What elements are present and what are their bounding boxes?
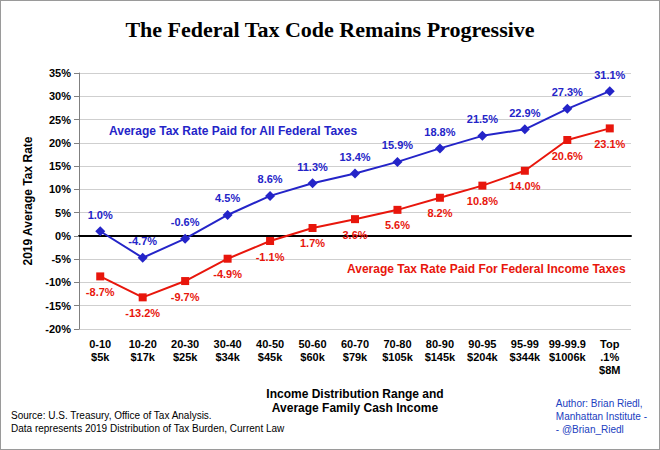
svg-text:31.1%: 31.1% (594, 69, 625, 81)
svg-text:2019 Average Tax Rate: 2019 Average Tax Rate (21, 136, 35, 265)
svg-text:-20%: -20% (45, 323, 71, 335)
svg-text:4.5%: 4.5% (215, 192, 240, 204)
svg-text:-5%: -5% (51, 253, 71, 265)
svg-text:$204k: $204k (467, 351, 498, 363)
svg-text:$344k: $344k (510, 351, 541, 363)
svg-text:1.7%: 1.7% (300, 237, 325, 249)
svg-text:99-99.9: 99-99.9 (549, 338, 586, 350)
svg-text:8.2%: 8.2% (427, 207, 452, 219)
svg-text:$79k: $79k (343, 351, 368, 363)
svg-text:-0.6%: -0.6% (171, 216, 200, 228)
svg-text:3.6%: 3.6% (342, 229, 367, 241)
svg-text:-4.9%: -4.9% (213, 268, 242, 280)
svg-text:11.3%: 11.3% (297, 161, 328, 173)
svg-text:35%: 35% (49, 67, 71, 79)
svg-text:21.5%: 21.5% (467, 113, 498, 125)
svg-text:20-30: 20-30 (171, 338, 199, 350)
svg-text:80-90: 80-90 (426, 338, 454, 350)
svg-text:$1006k: $1006k (549, 351, 587, 363)
svg-text:10-20: 10-20 (129, 338, 157, 350)
svg-text:60-70: 60-70 (341, 338, 369, 350)
svg-text:5.6%: 5.6% (385, 219, 410, 231)
svg-text:18.8%: 18.8% (424, 126, 455, 138)
svg-text:30%: 30% (49, 90, 71, 102)
svg-text:10%: 10% (49, 183, 71, 195)
svg-text:14.0%: 14.0% (509, 180, 540, 192)
svg-text:Income Distribution Range and: Income Distribution Range and (266, 387, 443, 401)
svg-text:1.0%: 1.0% (88, 209, 113, 221)
svg-text:$105k: $105k (382, 351, 413, 363)
svg-text:Source: U.S. Treasury, Office: Source: U.S. Treasury, Office of Tax Ana… (11, 410, 212, 421)
svg-text:Average Family Cash Income: Average Family Cash Income (272, 401, 439, 415)
svg-text:Average Tax Rate Paid for All: Average Tax Rate Paid for All Federal Ta… (109, 124, 357, 138)
svg-text:22.9%: 22.9% (509, 107, 540, 119)
svg-text:20.6%: 20.6% (552, 150, 583, 162)
svg-text:$145k: $145k (425, 351, 456, 363)
svg-text:$25k: $25k (173, 351, 198, 363)
svg-text:$8M: $8M (599, 364, 620, 376)
svg-text:5%: 5% (55, 207, 71, 219)
svg-text:90-95: 90-95 (468, 338, 496, 350)
svg-text:Top: Top (600, 338, 620, 350)
svg-text:Manhattan Institute -: Manhattan Institute - (556, 411, 647, 422)
svg-text:-10%: -10% (45, 276, 71, 288)
svg-text:0-10: 0-10 (89, 338, 111, 350)
svg-text:$5k: $5k (91, 351, 110, 363)
svg-text:The Federal Tax Code Remains P: The Federal Tax Code Remains Progressive (125, 17, 534, 42)
svg-text:23.1%: 23.1% (594, 138, 625, 150)
svg-text:$17k: $17k (130, 351, 155, 363)
svg-text:25%: 25% (49, 114, 71, 126)
svg-text:70-80: 70-80 (383, 338, 411, 350)
svg-text:20%: 20% (49, 137, 71, 149)
svg-text:-13.2%: -13.2% (125, 307, 160, 319)
svg-text:-9.7%: -9.7% (171, 291, 200, 303)
svg-text:Data represents 2019 Distribut: Data represents 2019 Distribution of Tax… (11, 423, 285, 434)
svg-text:15.9%: 15.9% (382, 139, 413, 151)
svg-text:10.8%: 10.8% (467, 195, 498, 207)
svg-text:8.6%: 8.6% (258, 173, 283, 185)
svg-text:15%: 15% (49, 160, 71, 172)
svg-text:Author: Brian Riedl,: Author: Brian Riedl, (556, 398, 643, 409)
svg-text:50-60: 50-60 (298, 338, 326, 350)
svg-text:30-40: 30-40 (214, 338, 242, 350)
svg-text:13.4%: 13.4% (339, 151, 370, 163)
svg-text:95-99: 95-99 (511, 338, 539, 350)
svg-text:-1.1%: -1.1% (256, 251, 285, 263)
svg-text:Average Tax Rate Paid For Fede: Average Tax Rate Paid For Federal Income… (347, 262, 626, 276)
svg-text:.1%: .1% (600, 351, 619, 363)
svg-text:-4.7%: -4.7% (128, 235, 157, 247)
svg-text:$45k: $45k (258, 351, 283, 363)
svg-text:0%: 0% (55, 230, 71, 242)
svg-text:27.3%: 27.3% (552, 86, 583, 98)
svg-text:$60k: $60k (300, 351, 325, 363)
svg-text:-15%: -15% (45, 300, 71, 312)
svg-text:$34k: $34k (215, 351, 240, 363)
svg-text:-8.7%: -8.7% (86, 286, 115, 298)
svg-text:40-50: 40-50 (256, 338, 284, 350)
svg-text:- @Brian_Riedl: - @Brian_Riedl (556, 424, 624, 435)
